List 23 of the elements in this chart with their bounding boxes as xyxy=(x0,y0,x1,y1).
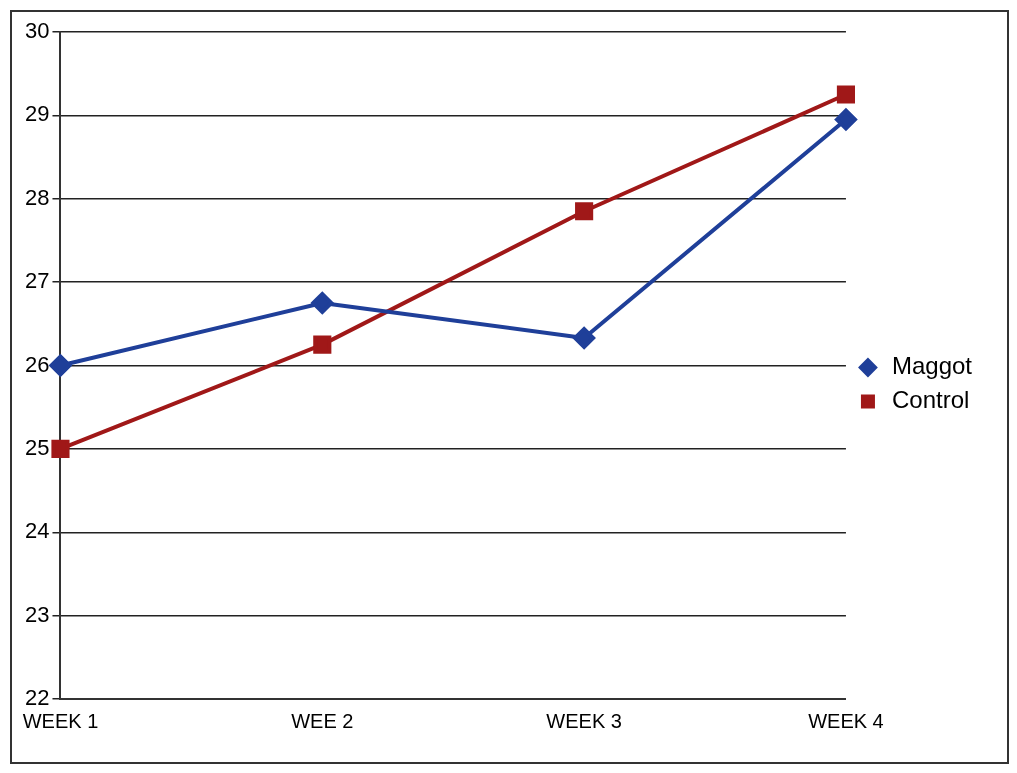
y-tick-label: 26 xyxy=(24,351,50,377)
y-tick-label: 28 xyxy=(24,184,50,210)
point xyxy=(311,291,334,314)
point xyxy=(575,202,594,221)
point xyxy=(834,108,857,131)
y-tick-label: 27 xyxy=(24,268,50,294)
point xyxy=(313,335,332,354)
y-tick-label: 23 xyxy=(24,601,50,627)
point xyxy=(51,439,70,458)
point xyxy=(836,85,856,104)
x-tick-label: WEEK 4 xyxy=(808,709,884,732)
point xyxy=(573,326,596,349)
legend-label: Maggot xyxy=(891,352,973,380)
y-tick-label: 29 xyxy=(24,101,50,127)
y-tick-label: 24 xyxy=(24,518,50,544)
x-tick-label: WEEK 1 xyxy=(22,709,99,732)
point xyxy=(49,354,72,377)
y-tick-label: 25 xyxy=(24,434,50,460)
x-tick-label: WEE 2 xyxy=(291,709,354,732)
x-tick-label: WEEK 3 xyxy=(546,709,622,732)
y-tick-label: 30 xyxy=(24,18,50,44)
legend-label: Control xyxy=(891,386,970,414)
y-tick-label: 22 xyxy=(24,685,50,711)
